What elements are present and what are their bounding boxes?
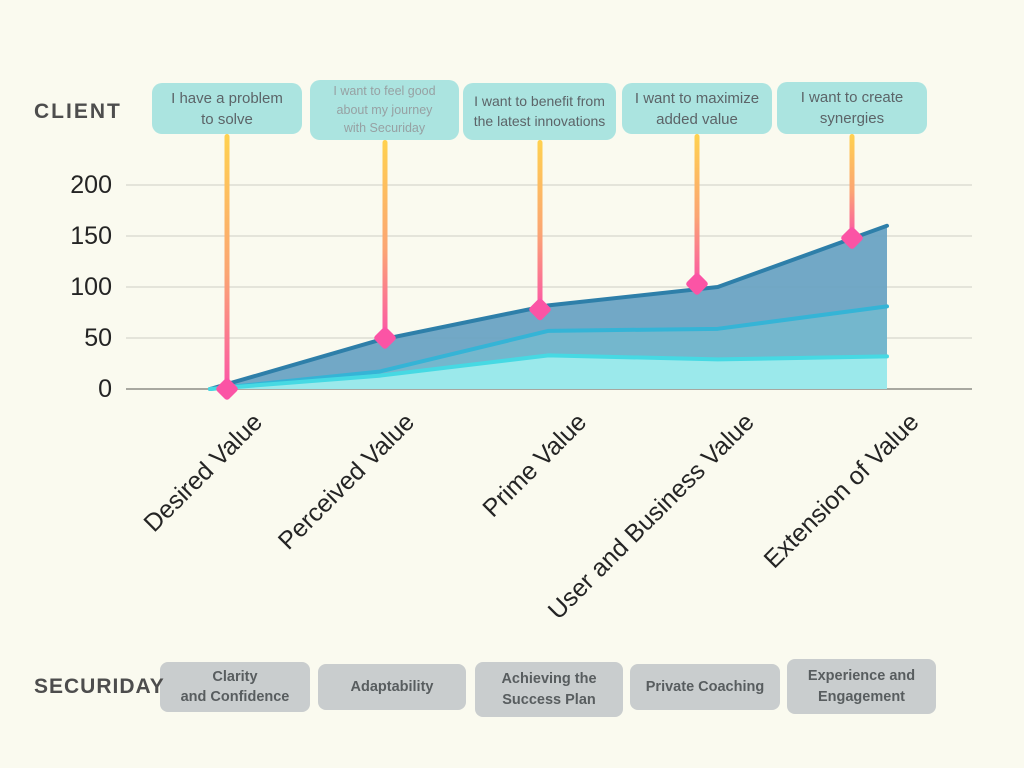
client-callout: I want to maximize added value [622, 83, 772, 134]
y-axis-tick-label: 100 [70, 273, 112, 301]
securiday-stage: Experience and Engagement [787, 659, 936, 714]
client-callout: I have a problem to solve [152, 83, 302, 134]
client-row-label: CLIENT [34, 100, 122, 123]
securiday-stage: Private Coaching [630, 664, 780, 710]
marker-diamond [529, 298, 551, 321]
line-outer-value-layer [208, 223, 889, 391]
connector-line [694, 134, 700, 284]
client-callout: I want to feel good about my journey wit… [310, 80, 459, 140]
securiday-stage: Adaptability [318, 664, 466, 710]
y-axis-tick-label: 0 [98, 375, 112, 403]
client-callout: I want to create synergies [777, 82, 927, 134]
y-axis-tick-label: 200 [70, 171, 112, 199]
securiday-row-label: SECURIDAY [34, 675, 165, 698]
marker-diamond [686, 273, 708, 295]
connector-line [537, 140, 543, 310]
y-axis-tick-label: 50 [84, 324, 112, 352]
connector-line [382, 140, 388, 338]
connector-line [224, 134, 230, 389]
y-axis-tick-label: 150 [70, 222, 112, 250]
marker-diamond [374, 327, 396, 349]
client-callout: I want to benefit from the latest innova… [463, 83, 616, 140]
securiday-stage: Clarity and Confidence [160, 662, 310, 712]
area-inner-value-layer [210, 355, 887, 389]
line-middle-value-layer [208, 304, 889, 391]
line-inner-value-layer [208, 353, 889, 391]
connector-line [849, 134, 855, 239]
marker-diamond [841, 227, 863, 249]
marker-diamond [216, 378, 238, 400]
securiday-stage: Achieving the Success Plan [475, 662, 623, 717]
